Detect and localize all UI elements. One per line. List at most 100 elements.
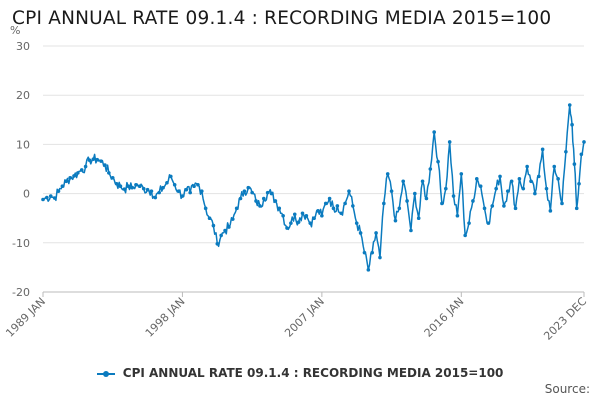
data-point	[292, 212, 297, 217]
data-point	[99, 159, 103, 163]
data-point	[76, 171, 80, 175]
data-point	[385, 172, 390, 176]
legend-line-icon	[96, 370, 115, 377]
data-point	[582, 140, 586, 144]
data-point	[505, 189, 510, 193]
data-point	[114, 181, 119, 186]
y-tick-label: 0	[23, 188, 30, 201]
data-point	[409, 228, 413, 233]
data-point	[110, 176, 115, 180]
data-point	[577, 181, 581, 186]
data-point	[172, 182, 177, 187]
data-point	[366, 268, 371, 272]
data-point	[540, 147, 545, 152]
data-point	[331, 206, 336, 211]
data-point	[107, 171, 111, 175]
data-point	[211, 223, 216, 228]
data-point	[130, 185, 134, 190]
x-tick-label: 1989 JAN	[3, 295, 48, 340]
data-point	[199, 189, 204, 193]
data-point	[300, 211, 305, 216]
data-point	[269, 191, 274, 196]
data-point	[230, 217, 235, 221]
data-point	[482, 206, 487, 211]
data-point	[238, 196, 243, 201]
data-point	[378, 255, 382, 260]
x-tick-label: 1998 JAN	[143, 295, 188, 340]
data-point	[401, 179, 406, 184]
data-point	[544, 186, 549, 191]
y-tick-label: 30	[16, 40, 30, 53]
data-point	[261, 196, 266, 201]
chart-title: CPI ANNUAL RATE 09.1.4 : RECORDING MEDIA…	[12, 8, 552, 29]
data-point	[91, 157, 96, 161]
data-point	[467, 221, 471, 225]
source-label: Source:	[544, 382, 590, 396]
data-point	[574, 206, 579, 211]
data-point	[455, 213, 460, 218]
data-point	[335, 204, 340, 208]
series-group	[41, 103, 586, 272]
data-point	[180, 194, 185, 198]
data-point	[153, 195, 158, 200]
data-point	[161, 185, 165, 190]
data-point	[416, 216, 421, 220]
data-point	[389, 189, 394, 193]
data-point	[474, 177, 479, 181]
data-point	[95, 157, 100, 162]
data-point	[560, 201, 564, 206]
data-point	[285, 226, 289, 230]
data-point	[296, 220, 301, 224]
data-point	[203, 206, 208, 211]
data-point	[382, 201, 386, 206]
data-point	[316, 209, 320, 213]
data-point	[234, 206, 239, 211]
data-point	[405, 199, 409, 203]
data-point	[490, 204, 495, 208]
data-point	[149, 189, 154, 193]
data-point	[440, 201, 444, 206]
data-point	[451, 194, 456, 198]
data-point	[413, 191, 417, 196]
data-point	[509, 179, 514, 184]
data-point	[312, 216, 316, 220]
data-point	[188, 190, 192, 195]
data-point	[362, 250, 367, 255]
data-point	[304, 213, 309, 218]
data-point	[397, 206, 402, 211]
data-point	[525, 164, 529, 169]
data-point	[447, 140, 452, 144]
data-point	[521, 186, 526, 191]
data-point	[242, 189, 247, 193]
data-point	[215, 241, 220, 246]
data-point	[169, 174, 173, 179]
data-point	[141, 186, 146, 191]
data-point	[118, 184, 123, 189]
data-point	[52, 196, 57, 200]
data-point	[126, 184, 131, 189]
data-point	[196, 182, 200, 187]
data-point	[72, 174, 76, 178]
data-point	[176, 189, 181, 193]
data-point	[103, 163, 107, 167]
data-point	[494, 186, 498, 191]
data-point	[351, 204, 355, 208]
data-point	[223, 228, 227, 233]
y-axis-ticks: 30 20 10 0 -10 -20	[12, 40, 30, 299]
y-tick-label: 10	[16, 138, 30, 151]
data-point	[157, 190, 161, 195]
data-point	[219, 233, 223, 238]
data-point	[60, 184, 65, 189]
data-point	[579, 152, 584, 157]
data-point	[529, 179, 533, 184]
data-point	[308, 221, 313, 225]
data-point	[227, 225, 231, 229]
data-point	[463, 233, 467, 238]
legend[interactable]: CPI ANNUAL RATE 09.1.4 : RECORDING MEDIA…	[0, 366, 600, 380]
data-point	[432, 130, 436, 134]
x-tick-label: 2007 JAN	[282, 295, 327, 340]
data-point	[513, 206, 518, 211]
data-point	[134, 182, 138, 187]
x-axis-ticks: 1989 JAN 1998 JAN 2007 JAN 2016 JAN 2023 DEC	[3, 292, 589, 343]
